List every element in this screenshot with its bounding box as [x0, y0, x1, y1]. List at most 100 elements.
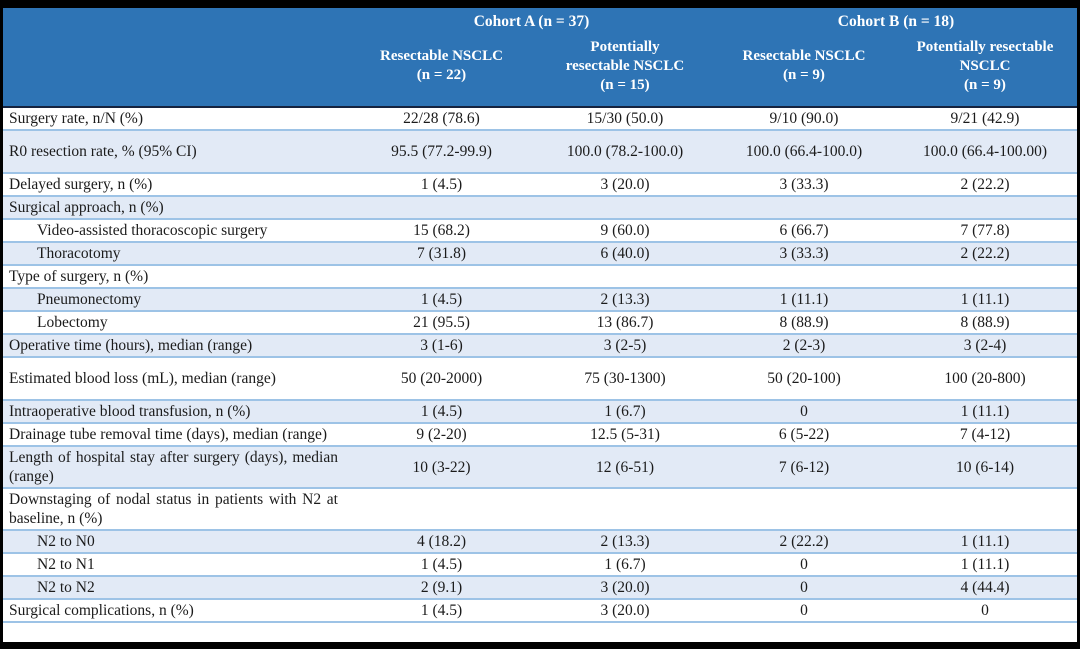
row-label: N2 to N1 — [37, 556, 95, 573]
row-label: Thoracotomy — [37, 245, 121, 262]
cell-value: 15/30 (50.0) — [586, 110, 664, 127]
cohort-a-title: Cohort A (n = 37) — [473, 13, 590, 30]
cell-value: 2 (9.1) — [420, 579, 463, 596]
cell-value: 12 (6-51) — [595, 458, 655, 476]
header-col-b-potentially-resectable: Potentially resectable NSCLC (n = 9) — [916, 38, 1054, 93]
cell-value: 0 — [981, 602, 989, 619]
cell-value — [535, 207, 715, 209]
row-label: Delayed surgery, n (%) — [9, 176, 153, 193]
table-row: Delayed surgery, n (%) 1 (4.5) 3 (20.0) 3 (… — [3, 172, 1077, 195]
table-row: Pneumonectomy 1 (4.5) 2 (13.3) 1 (11.1) 1 (1… — [3, 287, 1077, 310]
header-col-a-resectable: Resectable NSCLC (n = 22) — [380, 48, 503, 83]
row-label: Lobectomy — [37, 314, 108, 331]
table-row: N2 to N1 1 (4.5) 1 (6.7) 0 1 (11.1) — [3, 552, 1077, 575]
cell-value: 9/21 (42.9) — [950, 110, 1020, 127]
cell-value: 1 (11.1) — [960, 291, 1010, 308]
cell-value: 100 (20-800) — [944, 370, 1026, 387]
cell-value: 7 (31.8) — [416, 245, 467, 262]
cell-value: 2 (2-3) — [782, 337, 826, 354]
cell-value: 1 (4.5) — [420, 403, 463, 420]
row-label: Surgery rate, n/N (%) — [9, 110, 144, 127]
table-row: Downstaging of nodal status in patients … — [3, 487, 1077, 529]
cell-value: 3 (33.3) — [779, 245, 829, 262]
table-row: Surgery rate, n/N (%) 22/28 (78.6) 15/30 (… — [3, 106, 1077, 129]
cell-value: 7 (4-12) — [959, 426, 1011, 443]
row-label: Length of hospital stay after surgery (d… — [9, 449, 338, 485]
cell-value: 95.5 (77.2-99.9) — [391, 143, 492, 160]
cell-value: 3 (2-4) — [963, 337, 1007, 354]
cell-value: 8 (88.9) — [960, 314, 1010, 331]
row-label: Estimated blood loss (mL), median (range… — [9, 370, 276, 387]
cell-value: 1 (11.1) — [779, 291, 829, 308]
row-label: R0 resection rate, % (95% CI) — [9, 143, 197, 160]
cell-value: 9 (2-20) — [416, 426, 467, 443]
cell-value: 0 — [800, 602, 808, 619]
table-row: Drainage tube removal time (days), media… — [3, 422, 1077, 445]
table-row: Operative time (hours), median (range) 3 … — [3, 333, 1077, 356]
cell-value: 10 (6-14) — [955, 458, 1015, 476]
cell-value: 0 — [800, 579, 808, 596]
header-group-cohort-b: Cohort B (n = 18) Resectable NSCLC (n = … — [715, 8, 1077, 106]
table-row: Lobectomy 21 (95.5) 13 (86.7) 8 (88.9) 8 (88… — [3, 310, 1077, 333]
cell-value: 100.0 (78.2-100.0) — [566, 143, 684, 160]
cell-value — [715, 508, 893, 510]
cell-value: 1 (11.1) — [960, 556, 1010, 573]
cohort-a-subcolumns: Resectable NSCLC (n = 22) Potentially re… — [348, 32, 715, 106]
header-col-a-potentially-resectable: Potentially resectable NSCLC (n = 15) — [565, 38, 685, 93]
cell-value: 2 (13.3) — [600, 291, 650, 308]
cell-value: 22/28 (78.6) — [403, 110, 480, 127]
cell-value — [715, 276, 893, 278]
cell-value: 3 (2-5) — [603, 337, 647, 354]
table-body: Surgery rate, n/N (%) 22/28 (78.6) 15/30 (… — [3, 106, 1077, 623]
cell-value: 1 (4.5) — [420, 291, 463, 308]
cell-value: 50 (20-2000) — [400, 370, 483, 387]
row-label: Type of surgery, n (%) — [9, 268, 149, 285]
cell-value: 7 (6-12) — [778, 458, 830, 476]
cell-value: 6 (40.0) — [600, 245, 650, 262]
row-label: Drainage tube removal time (days), media… — [9, 426, 328, 443]
cell-value: 9 (60.0) — [600, 222, 650, 239]
cell-value: 8 (88.9) — [779, 314, 829, 331]
cell-value: 21 (95.5) — [413, 314, 470, 331]
cell-value — [893, 508, 1077, 510]
cohort-b-subcolumns: Resectable NSCLC (n = 9) Potentially res… — [715, 32, 1077, 106]
cell-value: 15 (68.2) — [413, 222, 470, 239]
table-row: Estimated blood loss (mL), median (range… — [3, 356, 1077, 399]
row-label: Pneumonectomy — [37, 291, 142, 308]
table-row: N2 to N2 2 (9.1) 3 (20.0) 0 4 (44.4) — [3, 575, 1077, 598]
table-row: Intraoperative blood transfusion, n (%) 1… — [3, 399, 1077, 422]
cell-value: 2 (22.2) — [960, 176, 1010, 193]
table-row: Length of hospital stay after surgery (d… — [3, 445, 1077, 487]
table-row: N2 to N0 4 (18.2) 2 (13.3) 2 (22.2) 1 (11.1) — [3, 529, 1077, 552]
cell-value: 50 (20-100) — [767, 370, 841, 387]
cell-value — [535, 276, 715, 278]
cell-value: 9/10 (90.0) — [769, 110, 839, 127]
row-label: Intraoperative blood transfusion, n (%) — [9, 403, 251, 420]
cell-value: 0 — [800, 403, 808, 420]
header-rowlabel-cell — [3, 8, 348, 106]
cell-value: 13 (86.7) — [596, 314, 654, 331]
cell-value: 2 (22.2) — [960, 245, 1010, 262]
cell-value: 2 (22.2) — [779, 533, 829, 550]
cell-value — [348, 276, 535, 278]
table-row: Type of surgery, n (%) — [3, 264, 1077, 287]
cell-value: 1 (4.5) — [420, 602, 463, 619]
cell-value: 6 (66.7) — [779, 222, 829, 239]
cell-value: 1 (11.1) — [960, 403, 1010, 420]
cell-value: 75 (30-1300) — [584, 370, 666, 387]
cell-value: 1 (11.1) — [960, 533, 1010, 550]
cell-value — [348, 508, 535, 510]
row-label: Operative time (hours), median (range) — [9, 337, 253, 354]
cell-value: 3 (20.0) — [600, 602, 650, 619]
cell-value: 4 (44.4) — [960, 579, 1010, 596]
cell-value: 12.5 (5-31) — [590, 426, 660, 443]
cell-value: 1 (6.7) — [604, 403, 646, 420]
table-row: Surgical approach, n (%) — [3, 195, 1077, 218]
cell-value: 1 (4.5) — [420, 556, 463, 573]
row-label: N2 to N2 — [37, 579, 95, 596]
cell-value: 100.0 (66.4-100.0) — [745, 143, 863, 160]
cell-value: 10 (3-22) — [412, 458, 471, 476]
cell-value: 3 (1-6) — [420, 337, 463, 354]
cell-value: 6 (5-22) — [778, 426, 830, 443]
